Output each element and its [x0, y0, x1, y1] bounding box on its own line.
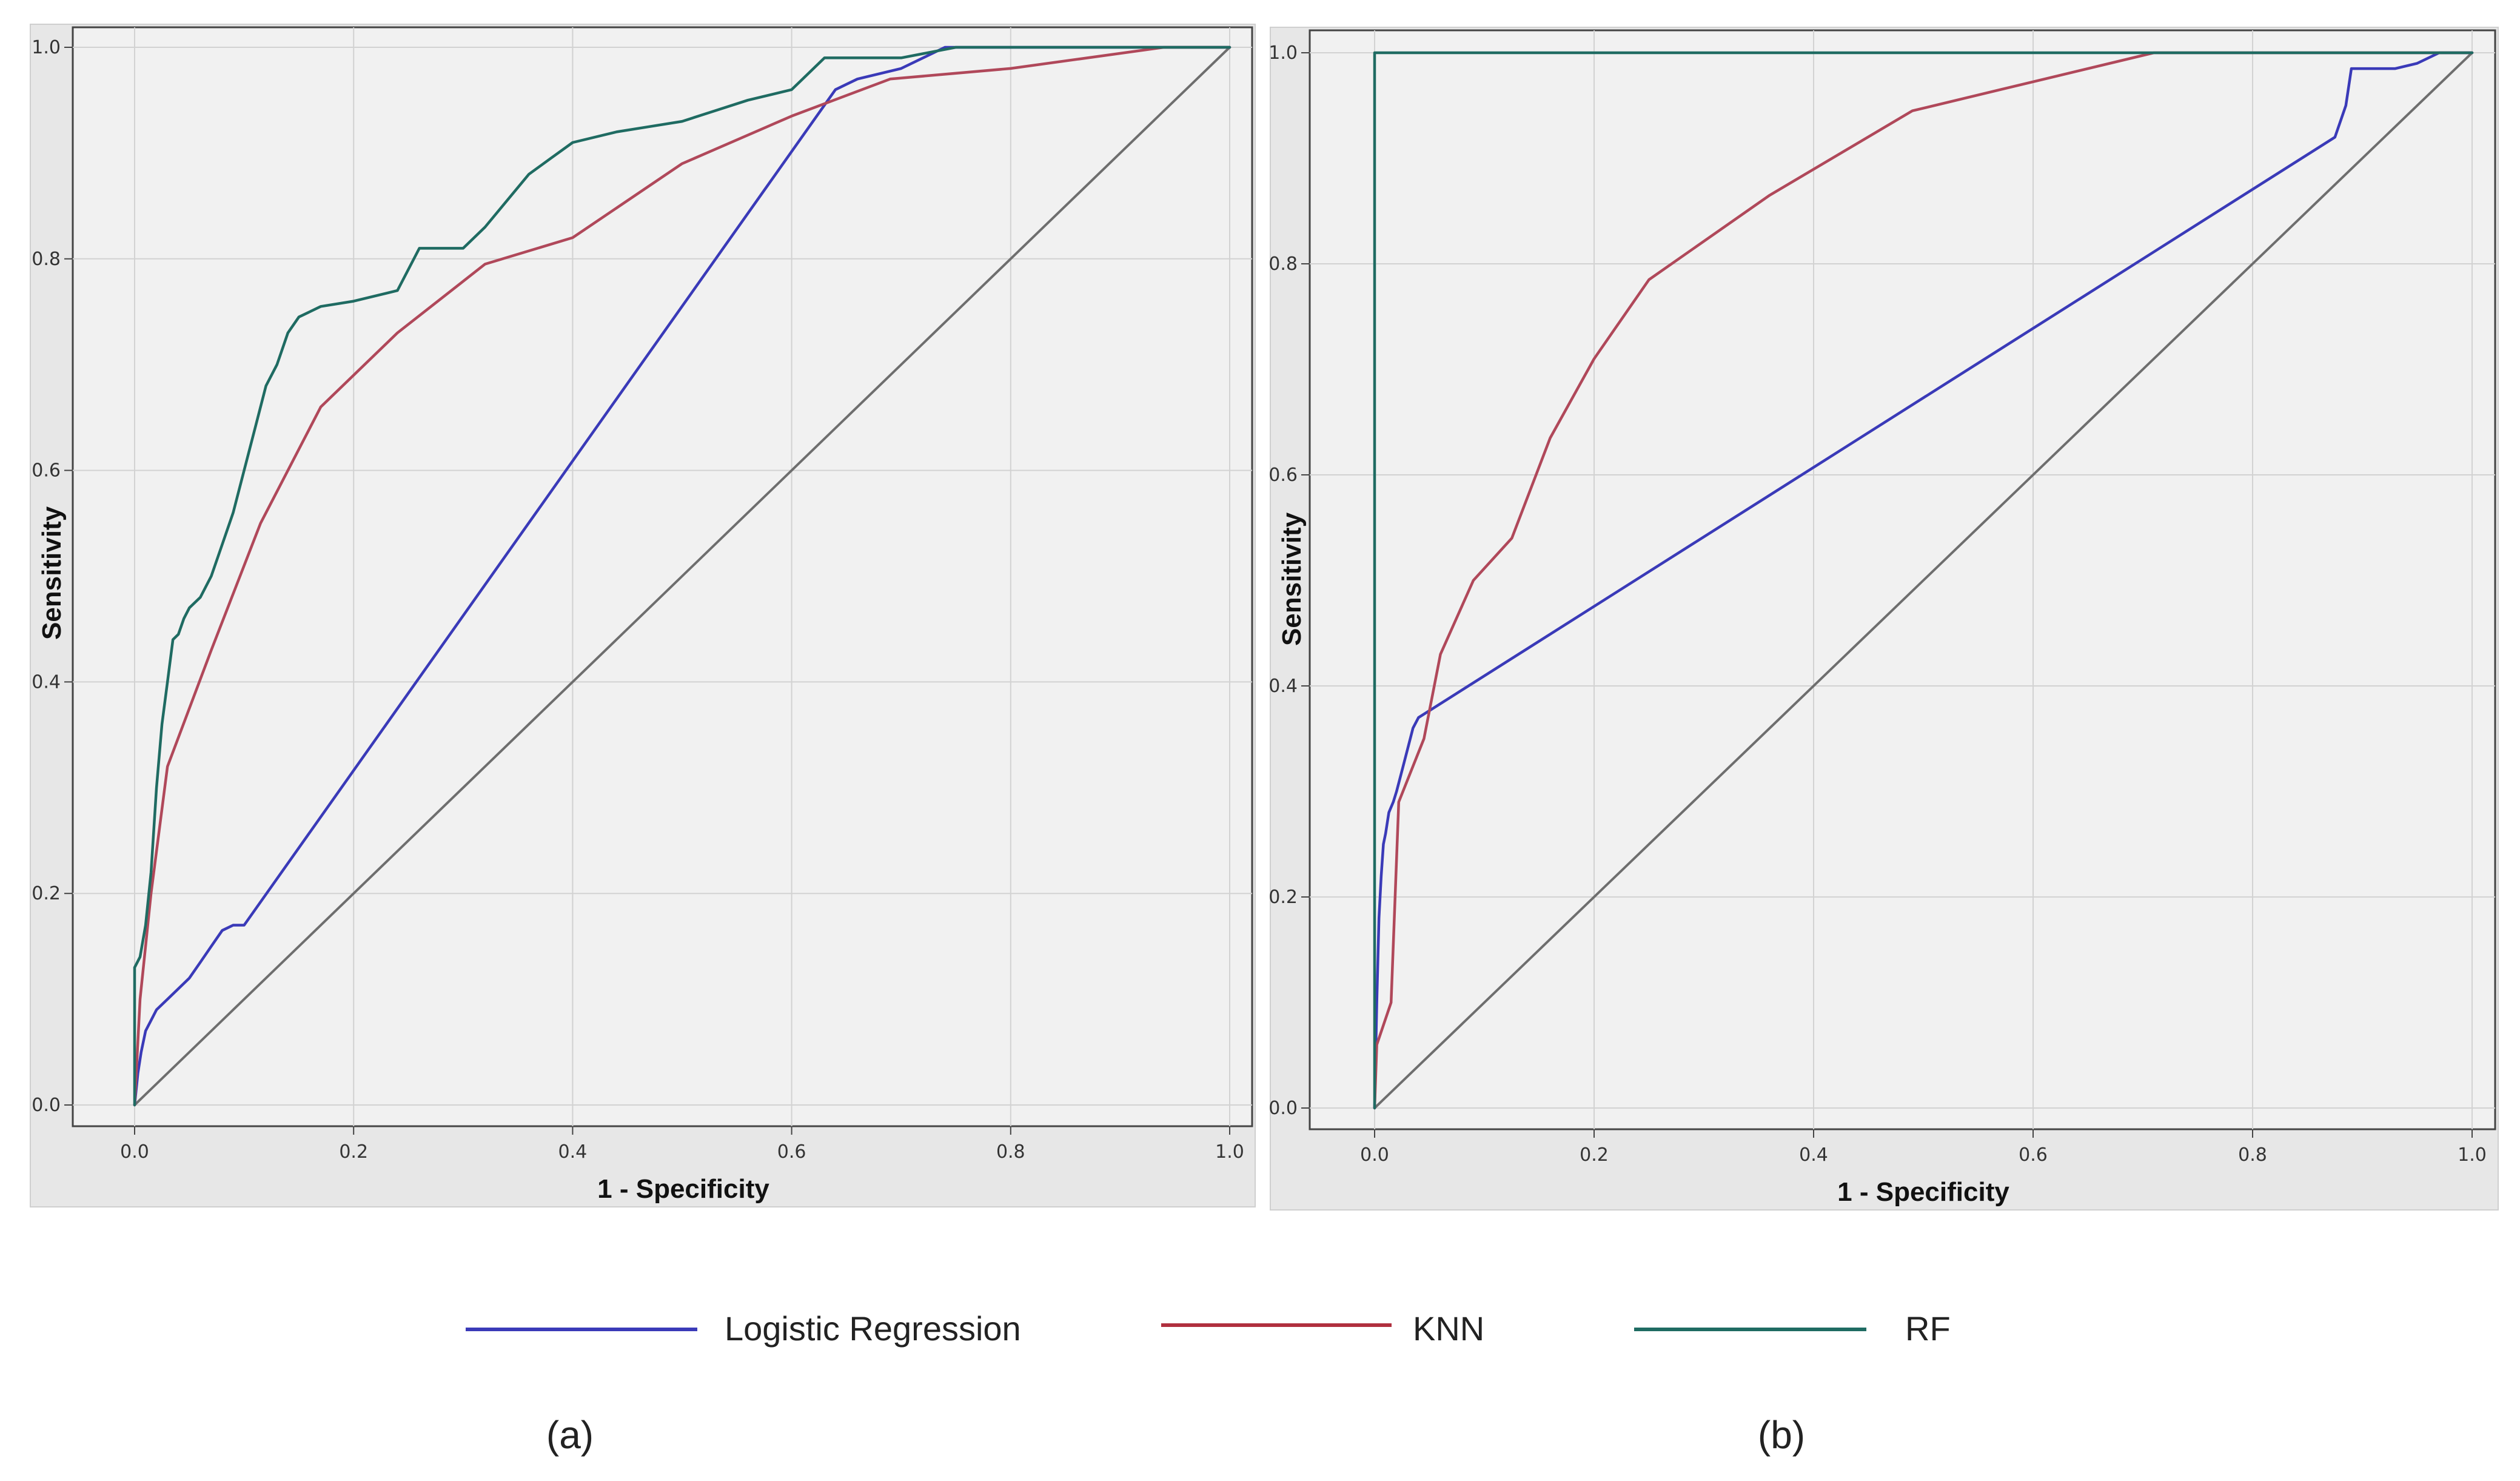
panel-a-series-logistic-regression	[133, 45, 1232, 1107]
panel-b-series-knn	[1373, 51, 2474, 1110]
panel-b-y-tick-label-4: 0.8	[1268, 254, 1298, 275]
legend-label-logistic-regression: Logistic Regression	[725, 1309, 1021, 1348]
panel-a-y-tick-label-1: 0.2	[32, 883, 61, 904]
panel-a-x-tick-label-1: 0.2	[339, 1141, 368, 1163]
panel-b-series-reference	[1373, 52, 2473, 1109]
panel-a-plot-area	[72, 26, 1253, 1127]
panel-a-series-knn	[133, 45, 1232, 1107]
panel-a-y-tick-label-4: 0.8	[32, 249, 61, 270]
panel-b-x-axis-title: 1 - Specificity	[1837, 1177, 2009, 1207]
legend-label-rf: RF	[1905, 1309, 1951, 1348]
panel-b-x-tick-label-4: 0.8	[2238, 1144, 2267, 1166]
legend: Logistic Regression KNN RF	[466, 1309, 1951, 1348]
panel-a-y-tick-label-3: 0.6	[32, 460, 61, 482]
panel-b-series-logistic-regression	[1373, 51, 2474, 1110]
panel-b-series	[1373, 51, 2474, 1110]
panel-b-x-tick-label-0: 0.0	[1360, 1144, 1389, 1166]
panel-a-x-tick-label-2: 0.4	[558, 1141, 588, 1163]
panel-b-x-tick-label-5: 1.0	[2458, 1144, 2487, 1166]
panel-b-y-tick-label-1: 0.2	[1268, 887, 1298, 908]
panel-a-x-tick-label-5: 1.0	[1215, 1141, 1244, 1163]
panel-a-ticks: 0.0 0.2 0.4 0.6 0.8 1.0 0.0 0.2 0.4 0.6 0.8 1.0	[32, 37, 1244, 1163]
panel-a-series-rf	[133, 45, 1232, 1107]
panel-b-ticks: 0.0 0.2 0.4 0.6 0.8 1.0 0.0 0.2 0.4 0.6 0.8 1.0	[1268, 42, 2487, 1166]
panel-b-y-tick-label-2: 0.4	[1268, 676, 1298, 697]
panel-a-x-tick-label-3: 0.6	[777, 1141, 806, 1163]
panel-a-y-tick-label-5: 1.0	[32, 37, 61, 58]
panel-b-plot-area	[1309, 29, 2496, 1130]
legend-label-knn: KNN	[1413, 1309, 1484, 1348]
panel-b-x-tick-label-1: 0.2	[1580, 1144, 1609, 1166]
panel-a-y-axis-title: Sensitivity	[37, 506, 67, 640]
panel-a-x-tick-label-0: 0.0	[120, 1141, 149, 1163]
panel-a-y-tick-label-2: 0.4	[32, 671, 61, 693]
panel-b-y-tick-label-5: 1.0	[1268, 42, 1298, 64]
panel-a-series	[133, 45, 1232, 1107]
panel-b-x-tick-label-3: 0.6	[2019, 1144, 2048, 1166]
panel-label-b: (b)	[1758, 1413, 1805, 1457]
roc-panel-b: 0.0 0.2 0.4 0.6 0.8 1.0 0.0 0.2 0.4 0.6 0.8 1.0 1 -…	[1268, 27, 2499, 1211]
panel-a-y-tick-label-0: 0.0	[32, 1095, 61, 1116]
panel-b-series-rf	[1373, 51, 2474, 1110]
roc-panel-a: 0.0 0.2 0.4 0.6 0.8 1.0 0.0 0.2 0.4 0.6 0.8 1.0 1 -…	[30, 24, 1256, 1207]
panel-a-x-axis-title: 1 - Specificity	[597, 1174, 769, 1204]
panel-b-x-tick-label-2: 0.4	[1799, 1144, 1828, 1166]
panel-b-y-axis-title: Sensitivity	[1277, 512, 1307, 646]
panel-a-gridlines	[73, 27, 1252, 1126]
panel-b-y-tick-label-3: 0.6	[1268, 465, 1298, 486]
panel-a-x-tick-label-4: 0.8	[996, 1141, 1025, 1163]
panel-b-y-tick-label-0: 0.0	[1268, 1098, 1298, 1119]
panel-label-a: (a)	[546, 1413, 594, 1457]
panel-a-series-reference	[133, 46, 1231, 1106]
